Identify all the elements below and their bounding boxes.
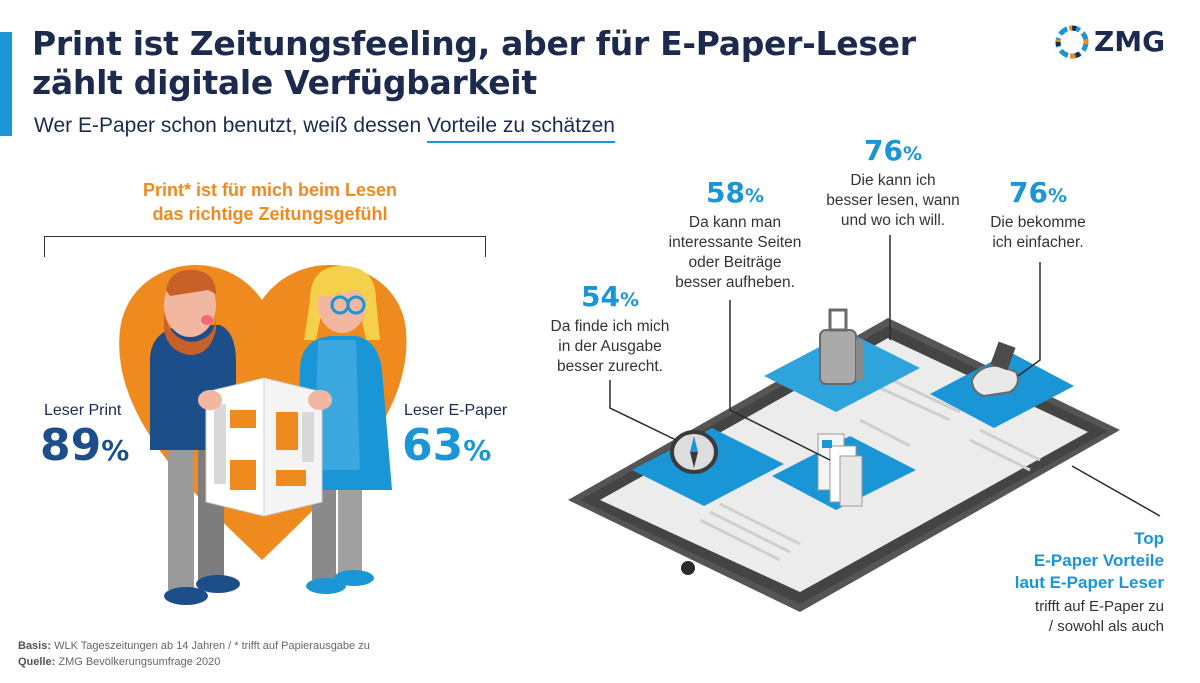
benefit-76-easier: 76% Die bekomme ich einfacher. bbox=[990, 176, 1086, 251]
callout-54 bbox=[609, 380, 677, 441]
benefit-58: 58% Da kann man interessante Seiten oder B… bbox=[668, 176, 802, 291]
benefit-76-anytime: 76% Die kann ich besser lesen, wann und wo… bbox=[826, 134, 960, 229]
zmg-ring-logo-icon bbox=[1055, 25, 1089, 59]
newspaper-illustration bbox=[198, 377, 332, 517]
zmg-logo bbox=[1055, 25, 1089, 59]
page-subtitle: Wer E-Paper schon benutzt, weiß dessen V… bbox=[34, 114, 615, 143]
heading-bracket bbox=[44, 236, 486, 257]
callout-76b bbox=[1017, 262, 1041, 377]
callout-legend bbox=[1071, 465, 1161, 517]
benefit-54: 54% Da finde ich mich in der Ausgabe besse… bbox=[550, 280, 670, 375]
newspaper-stack-icon bbox=[817, 433, 863, 507]
suitcase-icon bbox=[819, 308, 864, 385]
legend-note: trifft auf E-Paper zu / sowohl als auch bbox=[1035, 598, 1164, 635]
epaper-reader-label: Leser E-Paper bbox=[404, 402, 508, 419]
man-reader-illustration bbox=[150, 269, 240, 605]
page-title: Print ist Zeitungsfeeling, aber für E-Pa… bbox=[32, 24, 916, 102]
epaper-reader-value: 63% bbox=[402, 420, 492, 471]
logo-text: ZMG bbox=[1094, 25, 1166, 58]
legend-title: Top E-Paper Vorteile laut E-Paper Leser bbox=[1014, 529, 1164, 592]
compass-icon bbox=[670, 430, 718, 474]
footer-source: Quelle: ZMG Bevölkerungsumfrage 2020 bbox=[18, 656, 221, 668]
callout-58 bbox=[729, 300, 831, 461]
footer-basis: Basis: WLK Tageszeitungen ab 14 Jahren /… bbox=[18, 640, 370, 652]
hand-icon bbox=[970, 341, 1019, 398]
accent-bar bbox=[0, 32, 12, 136]
tablet-illustration bbox=[568, 308, 1120, 612]
print-reader-value: 89% bbox=[40, 420, 130, 471]
print-reader-label: Leser Print bbox=[44, 402, 122, 419]
left-panel-heading: Print* ist für mich beim Lesen das richt… bbox=[142, 180, 398, 224]
